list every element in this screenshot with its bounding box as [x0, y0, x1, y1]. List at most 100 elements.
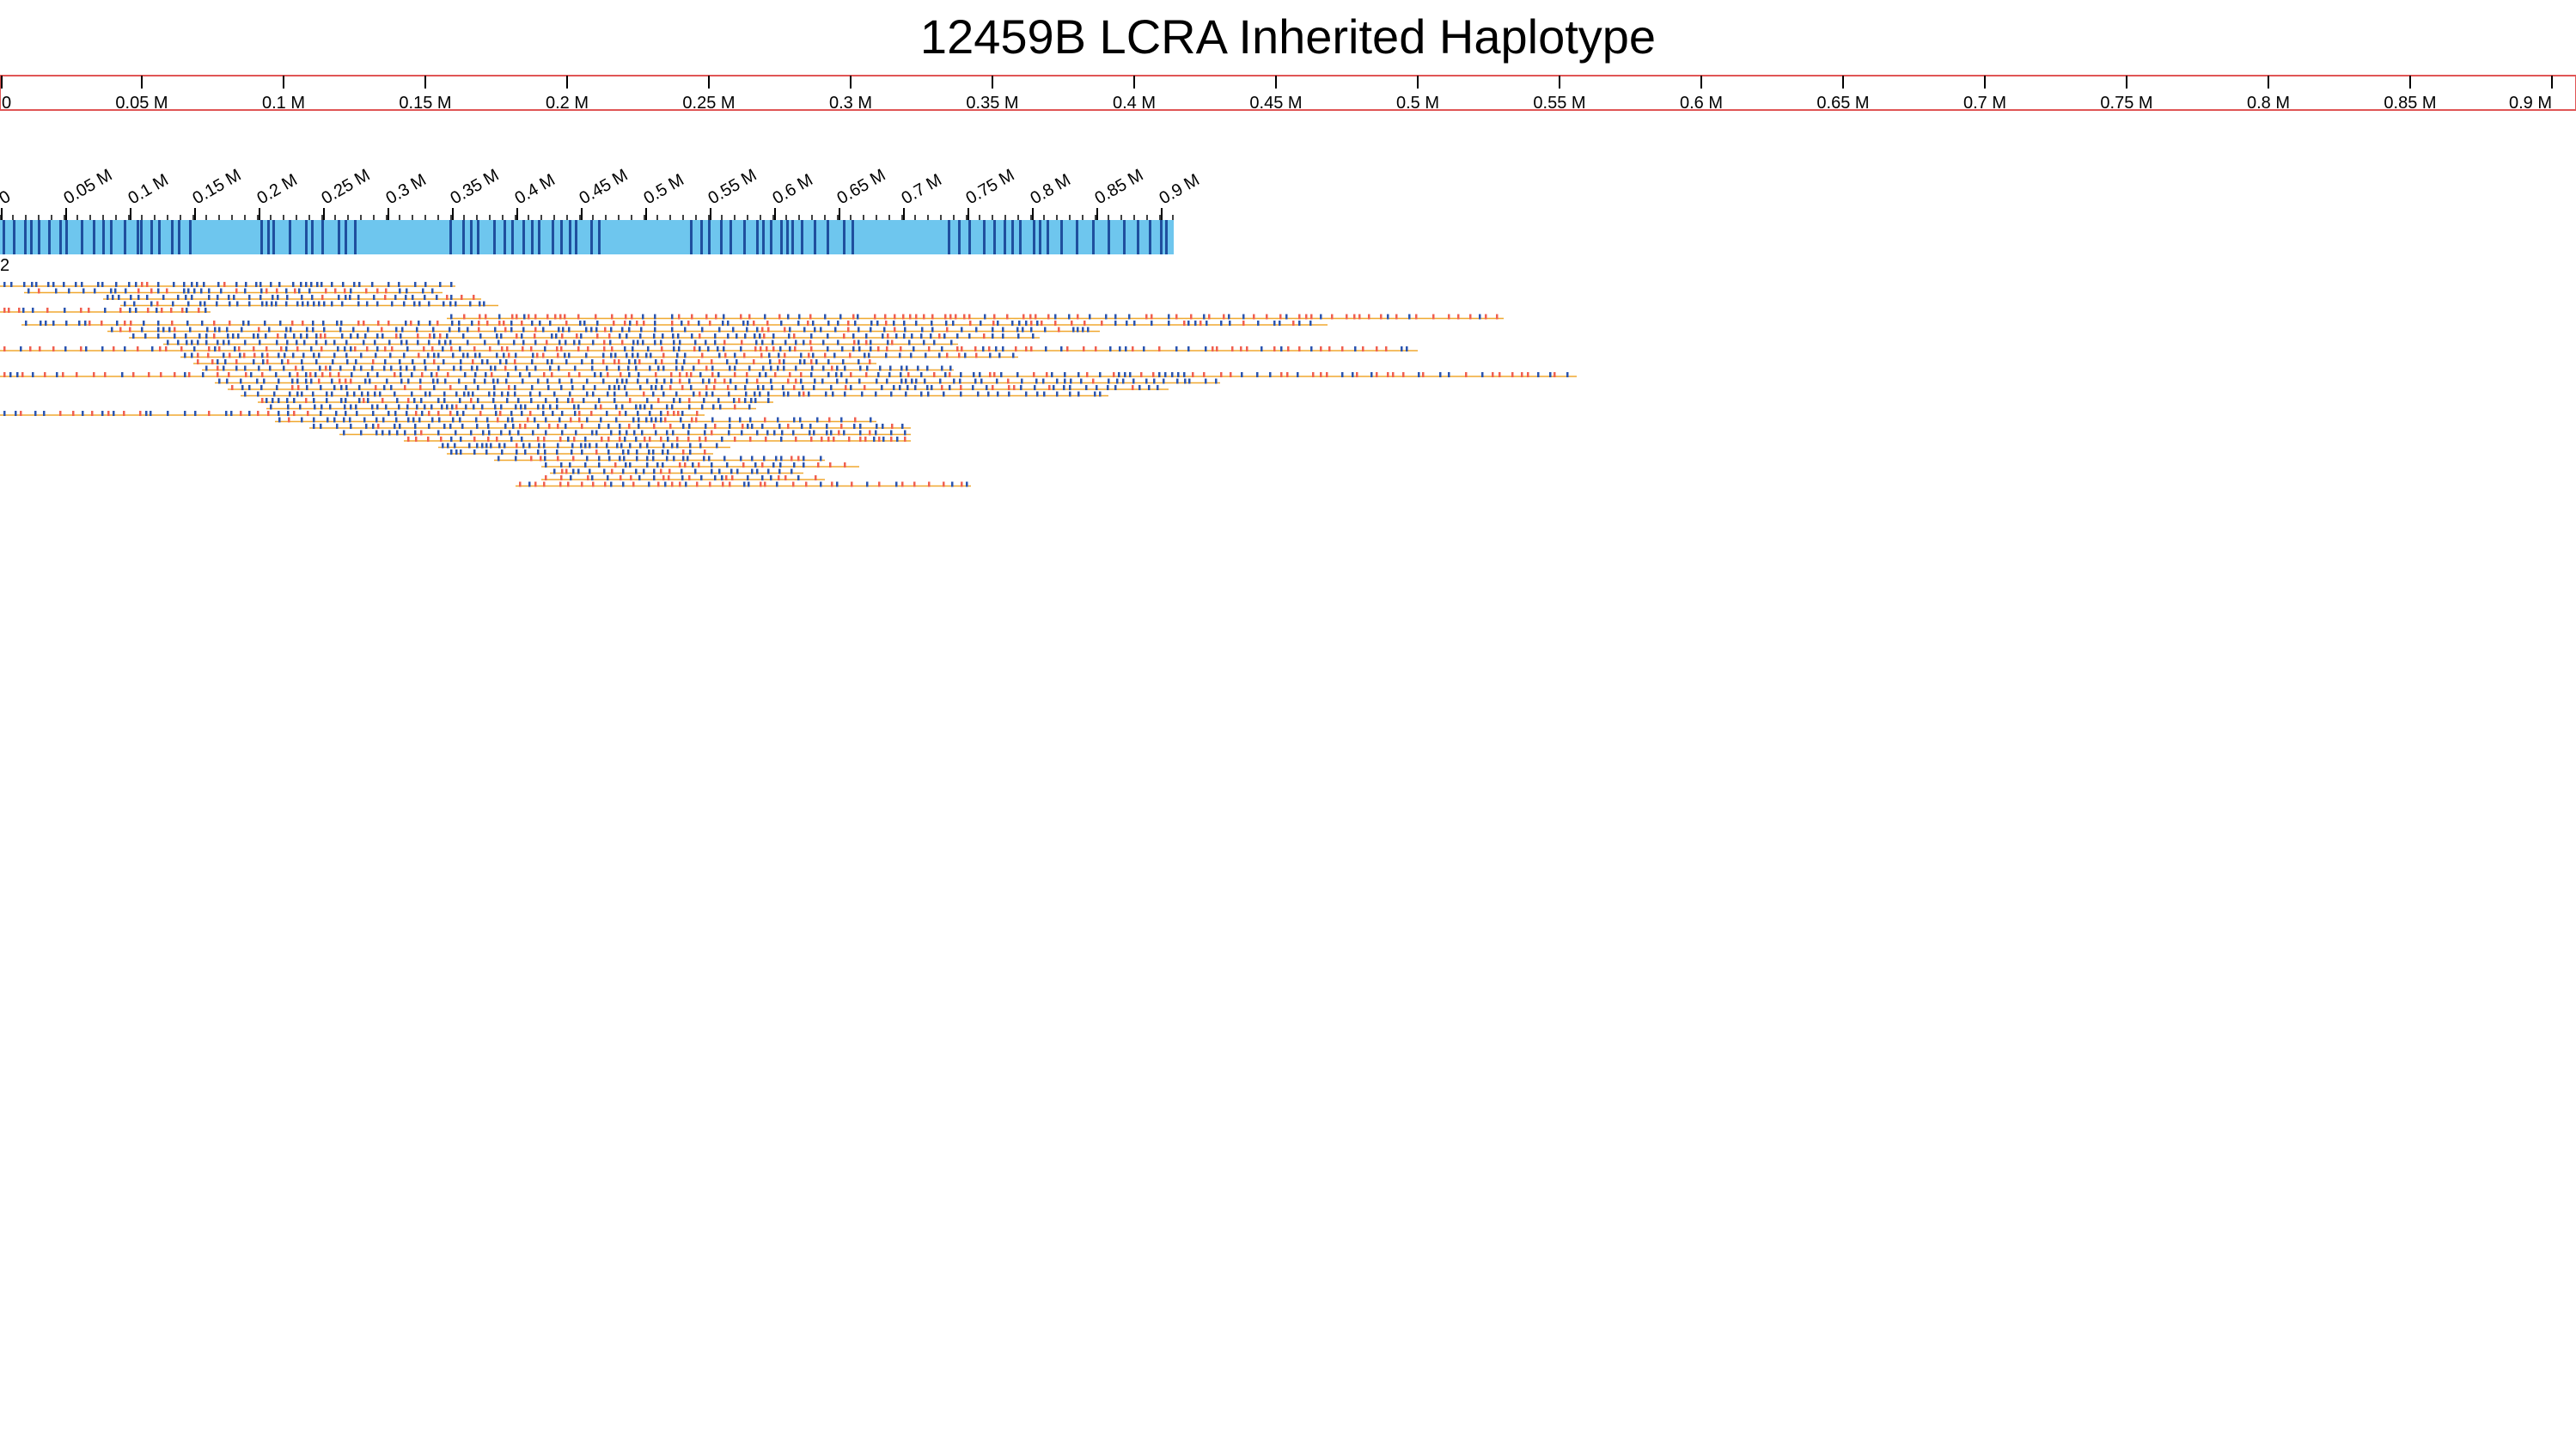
read-variant-mark	[943, 481, 945, 487]
read-variant-mark	[807, 321, 809, 326]
read-variant-mark	[1256, 372, 1259, 377]
read-variant-mark	[831, 481, 833, 487]
read-variant-mark	[949, 385, 951, 390]
read-variant-mark	[141, 327, 143, 333]
read-variant-mark	[653, 475, 656, 480]
read-variant-mark	[889, 365, 892, 371]
read-variant-mark	[436, 321, 439, 326]
read-variant-mark	[331, 282, 333, 287]
read-variant-mark	[864, 437, 867, 442]
read-variant-mark	[698, 321, 700, 326]
read-variant-mark	[788, 333, 791, 339]
read-variant-mark	[810, 437, 813, 442]
read-variant-mark	[355, 404, 357, 410]
read-variant-mark	[427, 437, 430, 442]
read-variant-mark	[1151, 321, 1153, 326]
read-variant-mark	[558, 365, 560, 371]
read-variant-mark	[825, 391, 827, 397]
read-variant-mark	[654, 321, 656, 326]
read-variant-mark	[208, 288, 211, 294]
read-variant-mark	[447, 372, 449, 377]
read-variant-mark	[156, 301, 159, 307]
read-variant-mark	[1499, 372, 1501, 377]
read-variant-mark	[795, 365, 797, 371]
read-variant-mark	[732, 327, 735, 333]
read-variant-mark	[493, 391, 496, 397]
read-variant-mark	[589, 443, 591, 449]
read-variant-mark	[441, 404, 443, 410]
read-variant-mark	[583, 398, 585, 403]
read-variant-mark	[1151, 314, 1153, 320]
read-variant-mark	[467, 352, 469, 358]
read-variant-mark	[949, 365, 952, 371]
read-variant-mark	[826, 430, 828, 436]
read-variant-mark	[369, 378, 371, 384]
read-variant-mark	[517, 398, 520, 403]
read-variant-mark	[901, 481, 904, 487]
read-variant-mark	[159, 346, 162, 352]
read-variant-mark	[269, 365, 272, 371]
read-variant-mark	[573, 339, 576, 345]
contig-variant-marker	[289, 220, 291, 254]
read-variant-mark	[162, 327, 165, 333]
read-variant-mark	[146, 295, 149, 300]
read-variant-mark	[459, 398, 461, 403]
read-variant-mark	[1163, 378, 1165, 384]
read-variant-mark	[38, 288, 40, 294]
read-variant-mark	[684, 462, 687, 468]
read-variant-mark	[34, 411, 37, 416]
read-variant-mark	[920, 372, 923, 377]
read-variant-mark	[653, 424, 656, 429]
read-variant-mark	[443, 398, 446, 403]
read-variant-mark	[864, 352, 866, 358]
contig-variant-marker	[267, 220, 270, 254]
read-variant-mark	[168, 327, 171, 333]
read-variant-mark	[585, 327, 588, 333]
read-variant-mark	[320, 424, 322, 429]
read-variant-mark	[604, 481, 607, 487]
read-variant-mark	[575, 430, 577, 436]
read-variant-mark	[278, 378, 280, 384]
read-variant-mark	[740, 346, 742, 352]
contig-bar[interactable]	[0, 220, 1174, 254]
read-variant-mark	[1240, 346, 1242, 352]
read-variant-mark	[748, 481, 750, 487]
read-variant-mark	[565, 468, 568, 474]
contig-variant-marker	[968, 220, 971, 254]
read-variant-mark	[545, 462, 547, 468]
read-variant-mark	[327, 417, 329, 423]
read-variant-mark	[821, 437, 823, 442]
read-variant-mark	[727, 385, 729, 390]
read-variant-mark	[798, 391, 801, 397]
read-variant-mark	[165, 346, 168, 352]
read-variant-mark	[941, 365, 943, 371]
read-variant-mark	[191, 295, 193, 300]
read-variant-mark	[494, 327, 497, 333]
read-variant-mark	[729, 378, 732, 384]
read-variant-mark	[877, 346, 880, 352]
read-variant-mark	[372, 411, 375, 416]
read-variant-mark	[350, 288, 352, 294]
read-variant-mark	[1132, 378, 1135, 384]
read-variant-mark	[321, 295, 324, 300]
read-variant-mark	[234, 346, 236, 352]
read-variant-mark	[594, 372, 596, 377]
read-variant-mark	[745, 391, 748, 397]
read-variant-mark	[32, 308, 34, 313]
read-variant-mark	[869, 430, 871, 436]
contig-tick-label: 0.5 M	[641, 170, 687, 208]
read-variant-mark	[762, 385, 765, 390]
read-variant-mark	[406, 411, 408, 416]
read-variant-mark	[684, 327, 687, 333]
read-variant-mark	[52, 346, 55, 352]
read-variant-mark	[905, 378, 907, 384]
read-variant-mark	[568, 327, 571, 333]
read-variant-mark	[349, 295, 351, 300]
read-variant-mark	[573, 404, 576, 410]
read-variant-mark	[128, 282, 131, 287]
read-variant-mark	[773, 430, 776, 436]
read-variant-mark	[933, 372, 936, 377]
read-variant-mark	[673, 398, 675, 403]
contig-variant-marker	[1060, 220, 1063, 254]
